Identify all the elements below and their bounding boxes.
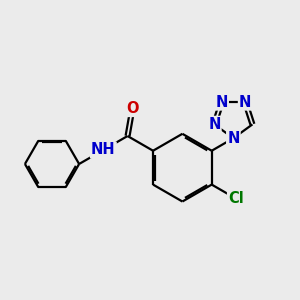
Text: Cl: Cl [228,191,244,206]
Text: NH: NH [91,142,116,158]
Text: O: O [126,101,139,116]
Text: N: N [208,117,220,132]
Text: N: N [239,94,251,110]
Text: N: N [227,131,240,146]
Text: N: N [215,94,228,110]
